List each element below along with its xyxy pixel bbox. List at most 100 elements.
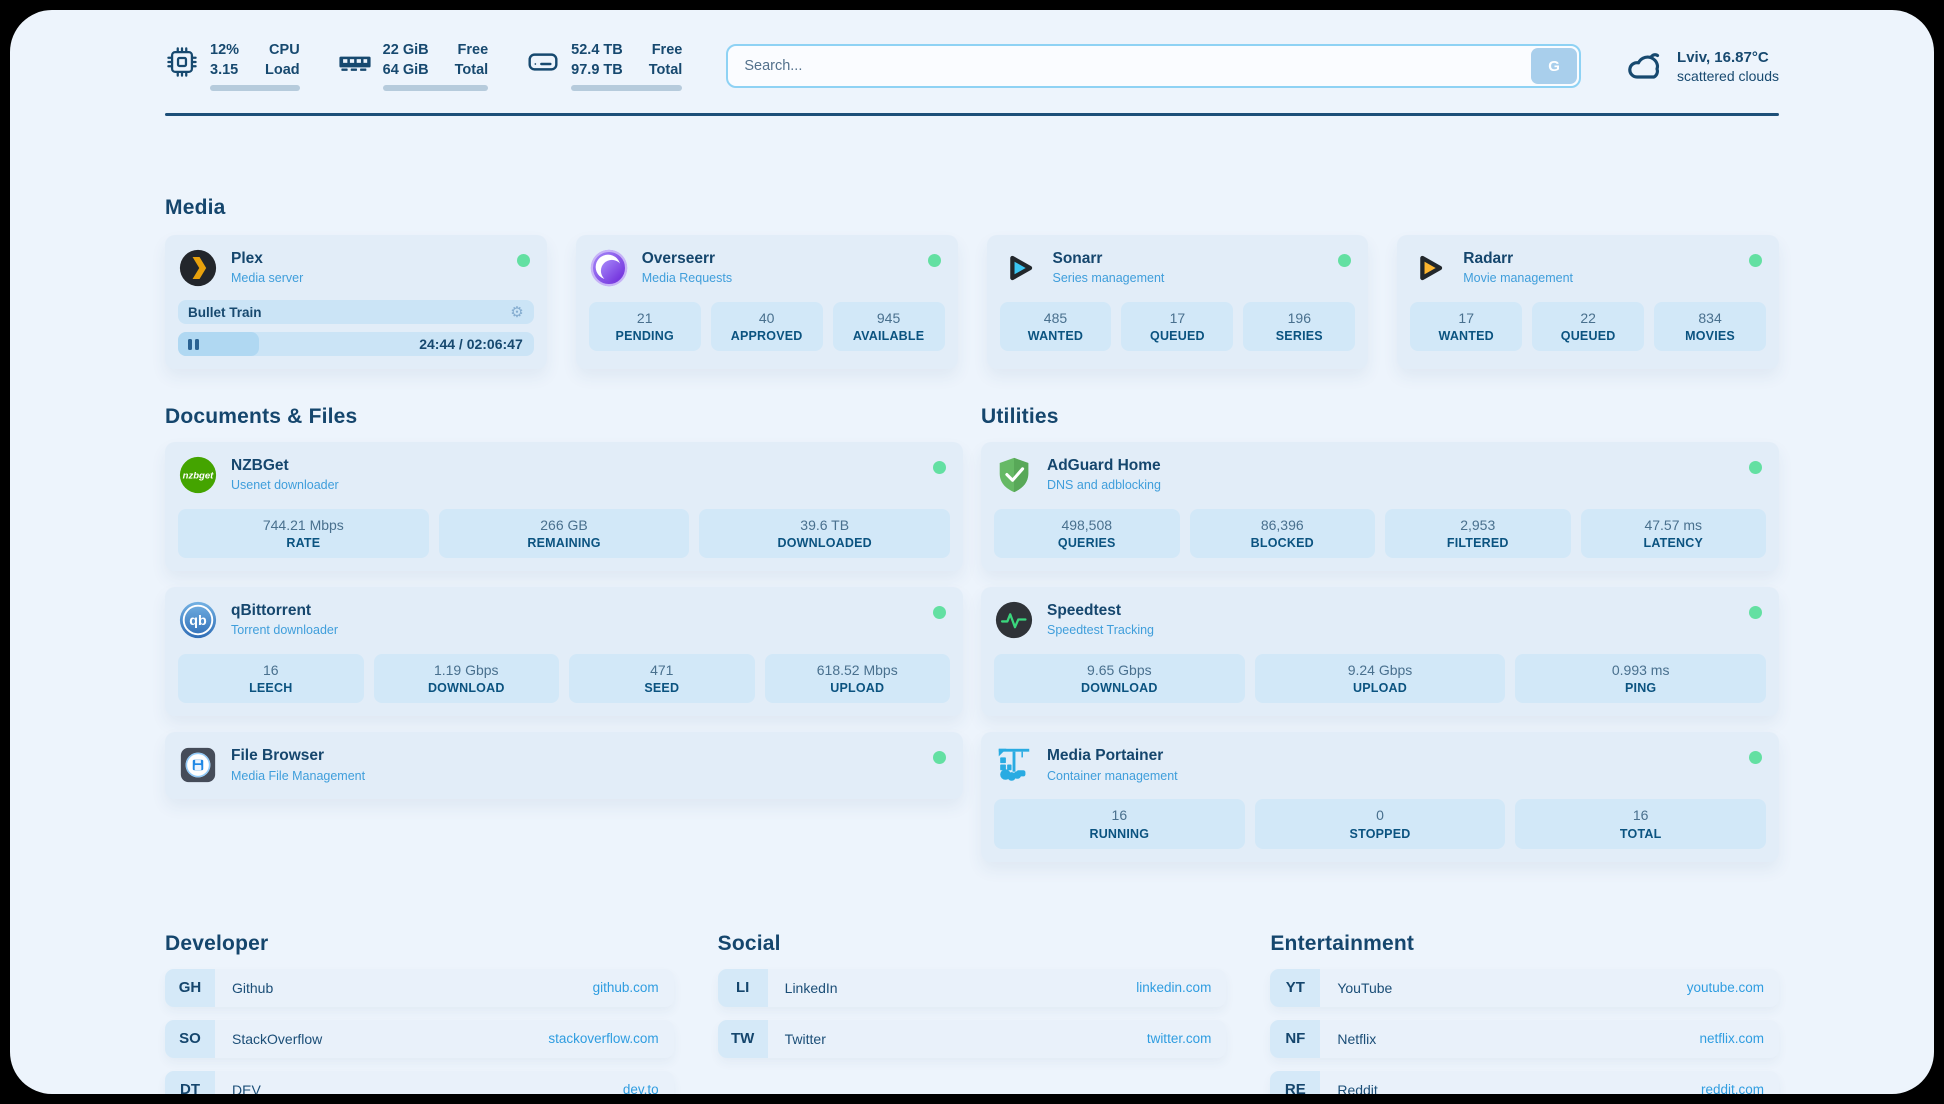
- bookmarks-row: Developer GH Github github.com SO StackO…: [165, 932, 1779, 1094]
- service-subtitle: Media server: [231, 271, 304, 286]
- stat-value: 86,396: [1260, 517, 1304, 533]
- social-links: LI LinkedIn linkedin.com TW Twitter twit…: [717, 968, 1227, 1058]
- radarr-header[interactable]: Radarr Movie management: [1410, 247, 1766, 289]
- stat-value: 266 GB: [540, 517, 588, 533]
- bookmark-netflix[interactable]: NF Netflix netflix.com: [1270, 1019, 1779, 1058]
- disk-widget: 52.4 TB Free 97.9 TB Total: [526, 41, 683, 92]
- weather-text: Lviv, 16.87°C scattered clouds: [1677, 49, 1779, 84]
- service-name: qBittorrent: [231, 601, 312, 619]
- memory-total-label: Total: [454, 61, 489, 78]
- bookmark-name: Reddit: [1337, 1081, 1378, 1094]
- stat-label: PING: [1624, 681, 1657, 696]
- service-subtitle: Torrent downloader: [231, 623, 339, 638]
- service-card-filebrowser: File Browser Media File Management: [165, 732, 963, 800]
- service-card-nzbget: nzbget NZBGet Usenet downloader 744.21 M…: [165, 442, 963, 572]
- section-title-social: Social: [717, 931, 781, 955]
- developer-links: GH Github github.com SO StackOverflow st…: [165, 968, 674, 1094]
- stat-block: 0.993 ms PING: [1515, 654, 1767, 704]
- speedtest-header[interactable]: Speedtest Speedtest Tracking: [994, 599, 1766, 641]
- cpu-widget: 12% CPU 3.15 Load: [165, 41, 300, 92]
- service-card-sonarr: Sonarr Series management 485 WANTED 17 Q…: [986, 235, 1369, 369]
- bookmark-url: github.com: [592, 980, 659, 996]
- stat-block: 47.57 ms LATENCY: [1580, 509, 1766, 559]
- overseerr-header[interactable]: Overseerr Media Requests: [589, 247, 945, 289]
- search-bar: G: [726, 44, 1582, 88]
- weather-condition: scattered clouds: [1677, 67, 1779, 84]
- speedtest-stats: 9.65 Gbps DOWNLOAD 9.24 Gbps UPLOAD 0.99…: [994, 654, 1767, 704]
- status-dot: [1749, 254, 1762, 267]
- playback-progress-bar: 24:44 / 02:06:47: [178, 332, 534, 356]
- stat-value: 1.19 Gbps: [433, 662, 499, 679]
- bookmark-abbr: GH: [165, 968, 215, 1007]
- now-playing-row: Bullet Train ⚙: [178, 300, 534, 324]
- nzbget-header[interactable]: nzbget NZBGet Usenet downloader: [178, 454, 950, 496]
- now-playing-title: Bullet Train: [188, 304, 262, 320]
- portainer-icon: [994, 745, 1034, 785]
- disk-total-label: Total: [648, 61, 683, 78]
- section-title-media: Media: [165, 196, 226, 219]
- memory-icon: [338, 45, 372, 79]
- qbittorrent-header[interactable]: qb qBittorrent Torrent downloader: [178, 599, 950, 641]
- bookmark-stackoverflow[interactable]: SO StackOverflow stackoverflow.com: [165, 1019, 674, 1058]
- adguard-header[interactable]: AdGuard Home DNS and adblocking: [994, 454, 1766, 496]
- status-dot: [933, 461, 946, 474]
- stat-label: UPLOAD: [830, 681, 885, 696]
- filebrowser-header[interactable]: File Browser Media File Management: [178, 744, 950, 786]
- bookmark-name: StackOverflow: [232, 1030, 323, 1047]
- stat-label: MOVIES: [1685, 329, 1735, 344]
- stat-label: UPLOAD: [1353, 681, 1407, 696]
- cpu-progress-bar: [210, 85, 300, 92]
- sonarr-header[interactable]: Sonarr Series management: [1000, 247, 1356, 289]
- stat-block: 266 GB REMAINING: [438, 509, 690, 559]
- disk-stats: 52.4 TB Free 97.9 TB Total: [571, 41, 683, 92]
- service-name: NZBGet: [231, 456, 289, 474]
- cpu-icon: [165, 45, 199, 79]
- weather-location: Lviv, 16.87°C: [1677, 48, 1769, 66]
- stat-block: 17 QUEUED: [1121, 302, 1234, 352]
- section-title-developer: Developer: [165, 931, 269, 955]
- stat-block: 86,396 BLOCKED: [1189, 509, 1375, 559]
- bookmark-dev[interactable]: DT DEV dev.to: [165, 1070, 674, 1094]
- stat-label: DOWNLOAD: [427, 681, 505, 696]
- filebrowser-icon: [178, 745, 218, 785]
- stat-block: 485 WANTED: [999, 302, 1112, 352]
- bookmark-twitter[interactable]: TW Twitter twitter.com: [717, 1019, 1227, 1058]
- session-settings-icon[interactable]: ⚙: [510, 303, 524, 321]
- search-input[interactable]: [726, 44, 1582, 88]
- memory-free-value: 22 GiB: [382, 41, 429, 58]
- bookmark-name: YouTube: [1337, 979, 1393, 996]
- bookmark-github[interactable]: GH Github github.com: [165, 968, 674, 1007]
- portainer-header[interactable]: Media Portainer Container management: [994, 744, 1766, 786]
- stat-label: DOWNLOADED: [777, 536, 872, 551]
- bookmark-youtube[interactable]: YT YouTube youtube.com: [1270, 968, 1779, 1007]
- stat-label: BLOCKED: [1250, 536, 1314, 551]
- stat-label: SEED: [644, 681, 680, 696]
- stat-block: 618.52 Mbps UPLOAD: [764, 654, 950, 704]
- playback-time: 24:44 / 02:06:47: [419, 336, 523, 352]
- radarr-titles: Radarr Movie management: [1463, 250, 1573, 287]
- plex-icon: [178, 248, 218, 288]
- entertainment-links: YT YouTube youtube.com NF Netflix netfli…: [1270, 968, 1779, 1094]
- bookmark-linkedin[interactable]: LI LinkedIn linkedin.com: [717, 968, 1227, 1007]
- stat-value: 196: [1287, 310, 1311, 326]
- plex-header[interactable]: Plex Media server: [178, 247, 534, 289]
- stat-label: QUERIES: [1057, 536, 1116, 551]
- service-card-overseerr: Overseerr Media Requests 21 PENDING 40 A…: [575, 235, 958, 369]
- svg-text:qb: qb: [189, 613, 207, 629]
- weather-widget: Lviv, 16.87°C scattered clouds: [1625, 46, 1779, 86]
- service-card-speedtest: Speedtest Speedtest Tracking 9.65 Gbps D…: [981, 587, 1779, 717]
- bookmark-abbr: RE: [1270, 1070, 1321, 1094]
- search-provider-button[interactable]: G: [1531, 48, 1578, 84]
- filebrowser-titles: File Browser Media File Management: [231, 747, 365, 784]
- service-card-radarr: Radarr Movie management 17 WANTED 22 QUE…: [1397, 235, 1779, 369]
- service-card-adguard: AdGuard Home DNS and adblocking 498,508 …: [981, 442, 1779, 572]
- utilities-cards: AdGuard Home DNS and adblocking 498,508 …: [981, 442, 1779, 862]
- service-subtitle: Movie management: [1463, 271, 1574, 286]
- stat-block: 16 TOTAL: [1515, 799, 1767, 849]
- bookmark-reddit[interactable]: RE Reddit reddit.com: [1270, 1070, 1779, 1094]
- service-name: Media Portainer: [1047, 747, 1164, 765]
- section-title-utilities: Utilities: [981, 405, 1059, 428]
- stat-value: 485: [1043, 310, 1068, 326]
- stat-label: DOWNLOAD: [1081, 681, 1158, 696]
- playback-progress-fill: [178, 332, 260, 356]
